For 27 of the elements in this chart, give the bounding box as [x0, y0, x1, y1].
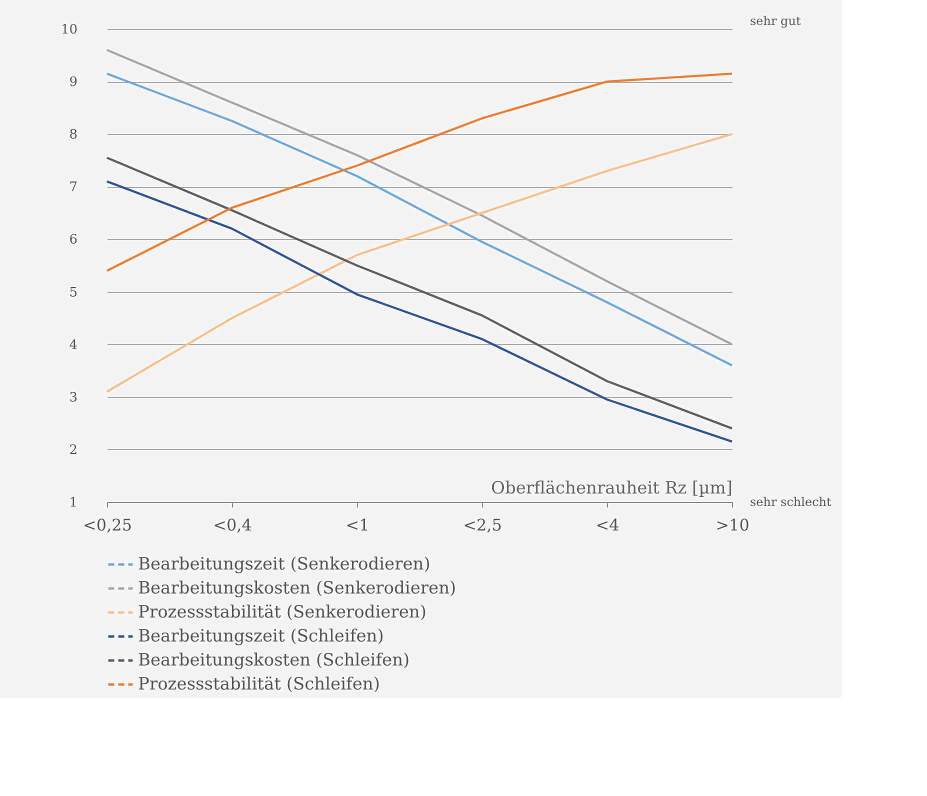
y-tick-label: 9: [69, 75, 78, 90]
x-tick-label: <0,25: [82, 516, 132, 534]
y-tick-label: 4: [69, 338, 78, 353]
x-tick-label: <1: [346, 516, 370, 534]
y-tick-label: 1: [69, 496, 78, 510]
x-tick-label: <4: [596, 516, 620, 534]
legend-label: Bearbeitungskosten (Senkerodieren): [138, 578, 456, 598]
y-tick-label: 3: [69, 390, 78, 406]
y-tick-label: 7: [69, 180, 78, 196]
text: sehr gut: [750, 14, 801, 28]
legend-label: Prozessstabilität (Schleifen): [138, 674, 380, 694]
line-series: [106, 72, 734, 272]
legend-label: Bearbeitungszeit (Schleifen): [138, 626, 384, 646]
y-tick-label: 2: [69, 442, 78, 458]
x-tick-label: <2,5: [463, 516, 502, 534]
x-axis-title: Oberflächenrauheit Rz [µm]: [491, 478, 732, 498]
legend-label: Prozessstabilität (Senkerodieren): [138, 602, 427, 622]
x-tick-label: >10: [716, 516, 750, 534]
y-tick-label: 8: [69, 128, 78, 143]
x-tick-label: <0,4: [213, 516, 252, 534]
y-tick-label: 6: [69, 232, 78, 248]
legend-label: Bearbeitungskosten (Schleifen): [138, 650, 410, 670]
y-tick-label: 5: [69, 285, 78, 300]
text: sehr schlecht: [750, 495, 832, 509]
legend-label: Bearbeitungszeit (Senkerodieren): [138, 554, 430, 574]
line-series: [106, 133, 734, 393]
y-tick-label: 10: [60, 22, 78, 38]
